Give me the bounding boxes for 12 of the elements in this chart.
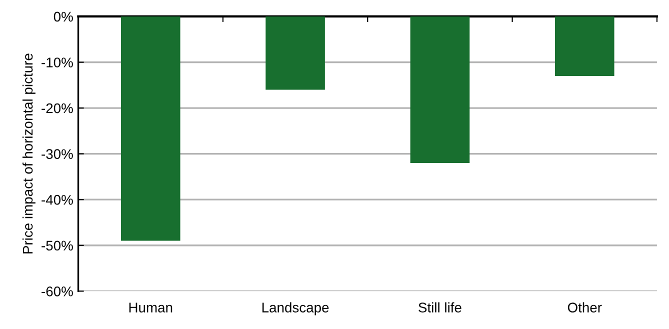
y-tick-label: 0% bbox=[54, 12, 73, 22]
y-tick-label: -60% bbox=[42, 286, 73, 296]
y-tick-label: -50% bbox=[42, 240, 73, 251]
x-tick-label: Human bbox=[129, 302, 172, 312]
y-tick-label: -20% bbox=[42, 103, 73, 114]
y-tick-label: -30% bbox=[42, 149, 73, 159]
x-tick-label: Landscape bbox=[262, 302, 329, 316]
y-tick-label: -40% bbox=[42, 194, 73, 205]
y-axis-title: Price impact of horizontal picture bbox=[22, 54, 36, 254]
x-tick-label: Still life bbox=[418, 302, 462, 312]
y-tick-label: -10% bbox=[42, 58, 73, 68]
x-tick-label: Other bbox=[568, 302, 602, 312]
